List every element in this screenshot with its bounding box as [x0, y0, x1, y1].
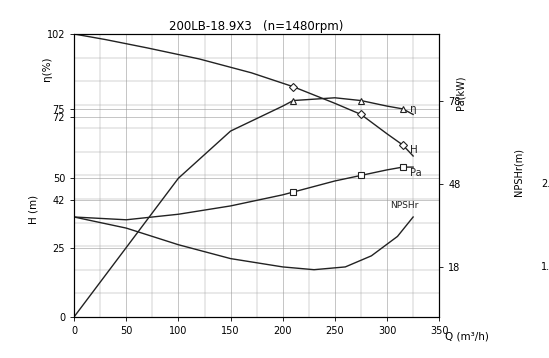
Text: 1.5: 1.5: [541, 262, 549, 272]
Text: H (m): H (m): [29, 195, 39, 224]
Text: NPSHr(m): NPSHr(m): [513, 148, 523, 196]
Title: 200LB-18.9X3   (n=1480rpm): 200LB-18.9X3 (n=1480rpm): [170, 20, 344, 33]
Text: NPSHr: NPSHr: [390, 202, 418, 211]
Text: Q (m³/h): Q (m³/h): [445, 332, 489, 342]
Text: Pa: Pa: [410, 168, 422, 178]
Text: 2.5: 2.5: [541, 179, 549, 189]
Text: H: H: [410, 145, 418, 155]
Text: η(%): η(%): [42, 57, 52, 81]
Text: Pa(kW): Pa(kW): [455, 76, 465, 110]
Text: η: η: [410, 104, 417, 114]
